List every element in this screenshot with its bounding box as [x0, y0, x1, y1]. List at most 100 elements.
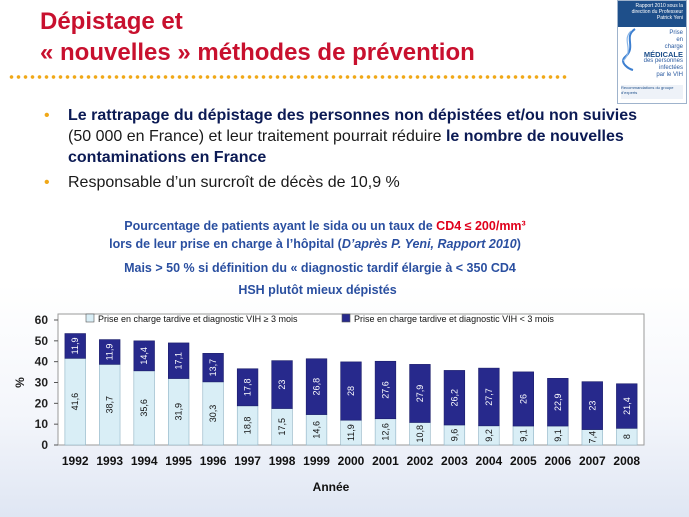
bar-data-label: 11,9	[105, 344, 115, 361]
bar-segment-recent	[374, 360, 397, 420]
legend-swatch-late	[85, 313, 95, 323]
bar-data-label: 23	[587, 401, 597, 411]
x-tick-label: 1998	[269, 454, 296, 468]
bar-data-label: 11,9	[70, 338, 80, 355]
legend-label-late: Prise en charge tardive et diagnostic VI…	[98, 314, 298, 324]
x-tick-label: 1996	[200, 454, 227, 468]
bar-data-label: 27,6	[380, 381, 390, 399]
bullet-1-text-a: (50 000 en France) et leur traitement po…	[68, 128, 446, 145]
x-tick-label: 1999	[303, 454, 330, 468]
bar-data-label: 26,8	[312, 378, 322, 396]
y-axis-title: %	[13, 377, 27, 388]
bar-data-label: 22,9	[553, 393, 563, 411]
bar-data-label: 9,1	[553, 429, 563, 442]
cover-line-6: infectées	[658, 65, 683, 71]
bullet-2-text: Responsable d’un surcroît de décès de 10…	[68, 174, 400, 191]
bar-data-label: 14,4	[139, 347, 149, 365]
chart-subtitle-2-a: lors de leur prise en charge à l’hôpital…	[109, 237, 342, 251]
chart-subtitle-2-b: )	[516, 237, 521, 251]
cover-swirl-icon	[622, 28, 636, 71]
bullet-1: • Le rattrapage du dépistage des personn…	[44, 105, 644, 168]
cover-line-3: charge	[664, 44, 683, 50]
chart-subtitle-1: Pourcentage de patients ayant le sida ou…	[0, 218, 650, 234]
dotted-divider	[8, 74, 568, 80]
x-tick-label: 2007	[579, 454, 606, 468]
x-tick-label: 2001	[372, 454, 399, 468]
bar-data-label: 8	[622, 434, 632, 439]
bullet-1-bold-b: le nombre de nouvelles contaminations en…	[68, 128, 624, 166]
legend-label-recent: Prise en charge tardive et diagnostic VI…	[354, 314, 554, 324]
cover-line-4: MÉDICALE	[643, 50, 683, 59]
bar-data-label: 27,9	[415, 385, 425, 403]
x-tick-label: 2003	[441, 454, 468, 468]
bar-segment-recent	[340, 361, 362, 421]
bar-data-label: 9,6	[449, 429, 459, 442]
cover-header: Rapport 2010 sous la direction du Profes…	[618, 1, 686, 27]
x-tick-label: 1997	[234, 454, 261, 468]
x-tick-label: 2000	[338, 454, 365, 468]
chart-subtitle-1-red: CD4 ≤ 200/mm³	[436, 219, 526, 233]
x-tick-label: 2006	[544, 454, 571, 468]
x-tick-label: 1993	[96, 454, 123, 468]
bar-segment-recent	[236, 368, 259, 407]
bar-data-label: 21,4	[622, 397, 632, 415]
x-tick-label: 1995	[165, 454, 192, 468]
bar-segment-recent	[202, 353, 224, 383]
cover-line-5: des personnes	[643, 58, 683, 64]
bar-data-label: 12,6	[380, 423, 390, 441]
report-cover-thumbnail: Rapport 2010 sous la direction du Profes…	[617, 0, 687, 104]
bar-segment-recent	[133, 340, 155, 372]
cover-line-1: Prise	[669, 30, 683, 36]
bar-data-label: 38,7	[105, 396, 115, 414]
cover-title: Prise en charge MÉDICALE des personnes i…	[618, 27, 686, 79]
bar-data-label: 10,8	[415, 425, 425, 443]
bullet-1-bold-a: Le rattrapage du dépistage des personnes…	[68, 107, 638, 124]
bar-segment-recent	[616, 383, 638, 429]
bar-segment-recent	[99, 339, 121, 365]
cover-footer: Recommandations du groupe d’experts	[621, 85, 683, 99]
x-tick-label: 2002	[407, 454, 434, 468]
bar-data-label: 11,9	[346, 424, 356, 441]
legend-swatch-recent	[341, 313, 351, 323]
cover-line-7: par le VIH	[656, 72, 683, 78]
bar-data-label: 13,7	[208, 359, 218, 377]
x-tick-label: 2008	[613, 454, 640, 468]
chart-subtitle-2-italic: D’après P. Yeni, Rapport 2010	[341, 237, 517, 251]
bar-data-label: 41,6	[70, 393, 80, 411]
cover-line-2: en	[676, 37, 683, 43]
bullet-2: • Responsable d’un surcroît de décès de …	[44, 172, 644, 193]
bar-data-label: 35,6	[139, 399, 149, 417]
bullet-marker: •	[44, 174, 50, 191]
bar-data-label: 18,8	[243, 417, 253, 435]
bullet-list: • Le rattrapage du dépistage des personn…	[44, 105, 644, 197]
bar-data-label: 27,7	[484, 388, 494, 406]
bar-data-label: 17,8	[243, 379, 253, 397]
bar-data-label: 9,2	[484, 429, 494, 442]
x-tick-label: 2005	[510, 454, 537, 468]
bar-data-label: 26,2	[449, 389, 459, 407]
y-tick-label: 40	[35, 355, 49, 369]
chart-subtitle-1-a: Pourcentage de patients ayant le sida ou…	[124, 219, 437, 233]
bar-data-label: 23	[277, 380, 287, 390]
x-axis-title: Année	[313, 480, 350, 494]
bar-data-label: 31,9	[174, 403, 184, 421]
x-tick-label: 2004	[476, 454, 503, 468]
y-tick-label: 60	[35, 313, 49, 327]
bar-data-label: 28	[346, 386, 356, 396]
bar-data-label: 9,1	[518, 429, 528, 442]
y-tick-label: 50	[35, 334, 49, 348]
y-tick-label: 20	[35, 396, 49, 410]
bar-segment-recent	[409, 364, 431, 423]
bar-data-label: 17,1	[174, 352, 184, 370]
title-line-1: Dépistage et	[40, 8, 183, 35]
y-tick-label: 10	[35, 417, 49, 431]
chart-subtitle-4: HSH plutôt mieux dépistés	[238, 283, 397, 297]
bar-data-label: 7,4	[587, 431, 597, 444]
stacked-bar-chart: 0 10 20 30 40 50 60% Prise en charge tardive et…	[13, 313, 645, 494]
bar-segment-recent	[271, 360, 293, 409]
bar-data-label: 26	[518, 394, 528, 404]
bar-segment-recent	[581, 381, 603, 430]
chart-subtitle-2: lors de leur prise en charge à l’hôpital…	[0, 236, 630, 252]
y-tick-label: 0	[41, 438, 48, 452]
bar-data-label: 17,5	[277, 418, 287, 436]
